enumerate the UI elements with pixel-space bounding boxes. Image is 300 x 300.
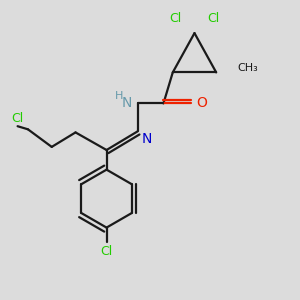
Text: Cl: Cl bbox=[100, 245, 113, 258]
Text: CH₃: CH₃ bbox=[237, 63, 258, 73]
Text: N: N bbox=[122, 96, 132, 110]
Text: Cl: Cl bbox=[207, 12, 219, 25]
Text: N: N bbox=[142, 132, 152, 145]
Text: O: O bbox=[196, 96, 207, 110]
Text: Cl: Cl bbox=[11, 112, 24, 125]
Text: Cl: Cl bbox=[170, 12, 182, 25]
Text: H: H bbox=[115, 91, 123, 101]
